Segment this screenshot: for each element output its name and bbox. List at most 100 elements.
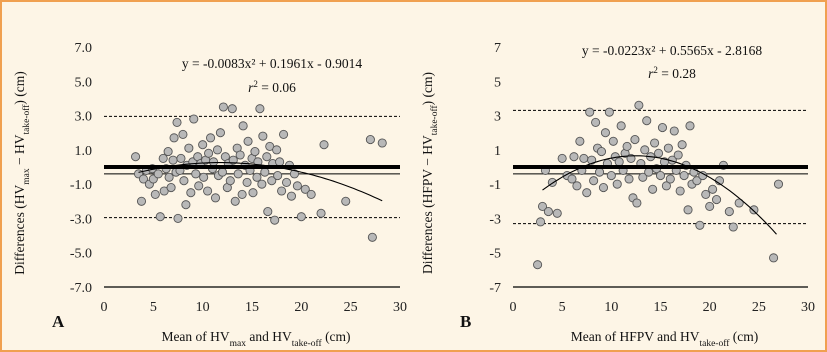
data-point bbox=[663, 143, 673, 153]
data-point bbox=[622, 141, 632, 151]
data-point bbox=[591, 117, 601, 127]
data-point bbox=[724, 207, 734, 217]
data-point bbox=[705, 201, 715, 211]
x-axis-title: Mean of HVmax and HVtake-off (cm) bbox=[161, 329, 350, 349]
fit-equation: y = -0.0223x² + 0.5565x - 2.8168 bbox=[582, 43, 762, 58]
data-point bbox=[153, 169, 163, 179]
data-point bbox=[277, 186, 287, 196]
data-point bbox=[204, 148, 214, 158]
data-point bbox=[300, 184, 310, 194]
y-tick-label: 1.0 bbox=[75, 144, 93, 159]
data-point bbox=[665, 174, 675, 184]
data-point bbox=[260, 167, 270, 177]
y-tick-label: 5.0 bbox=[75, 75, 93, 90]
x-tick-label: 30 bbox=[801, 300, 815, 315]
chart-panel-a: 7.0 5.0 3.0 1.0 -1.0 -3.0 -5.0 -7.0 0 5 10 15 20 25 30… bbox=[12, 41, 407, 349]
data-point bbox=[773, 179, 784, 189]
data-point bbox=[194, 181, 204, 191]
data-point bbox=[533, 260, 543, 270]
data-point bbox=[692, 176, 702, 186]
data-point bbox=[367, 232, 377, 242]
data-point bbox=[642, 116, 652, 126]
data-point bbox=[217, 167, 227, 177]
data-point bbox=[543, 207, 553, 217]
data-point bbox=[640, 145, 650, 155]
y-tick-label: 5 bbox=[494, 75, 501, 90]
data-point bbox=[701, 189, 711, 199]
y-tick-label: -1.0 bbox=[70, 178, 92, 193]
data-point bbox=[377, 138, 387, 148]
y-tick-label: -3 bbox=[489, 212, 501, 227]
data-point bbox=[225, 176, 235, 186]
data-point bbox=[262, 152, 272, 162]
data-point bbox=[734, 198, 744, 208]
data-point bbox=[191, 169, 201, 179]
data-point bbox=[218, 102, 228, 112]
fit-curve bbox=[138, 162, 383, 202]
data-point bbox=[612, 179, 622, 189]
y-tick-label: -5 bbox=[489, 247, 501, 262]
data-point bbox=[669, 126, 679, 136]
r-squared-label: r2 = 0.28 bbox=[648, 65, 696, 81]
data-point bbox=[638, 172, 648, 182]
y-tick-label: -7.0 bbox=[70, 281, 92, 296]
y-tick-label: -5.0 bbox=[70, 247, 92, 262]
data-point bbox=[535, 217, 546, 227]
data-point bbox=[131, 152, 141, 162]
data-point bbox=[255, 104, 265, 114]
data-point bbox=[206, 133, 216, 143]
data-point bbox=[215, 128, 225, 138]
data-point bbox=[596, 147, 607, 157]
data-point bbox=[289, 169, 299, 179]
x-tick-label: 15 bbox=[654, 300, 668, 315]
data-point bbox=[238, 121, 248, 131]
data-point bbox=[166, 183, 176, 193]
data-point bbox=[575, 136, 585, 146]
x-tick-label: 10 bbox=[604, 300, 618, 315]
data-point bbox=[136, 196, 147, 206]
data-point bbox=[242, 177, 252, 187]
data-point bbox=[557, 153, 567, 163]
data-point bbox=[749, 205, 759, 215]
data-point bbox=[173, 213, 183, 223]
data-point bbox=[228, 155, 238, 165]
y-tick-label: 1 bbox=[494, 144, 501, 159]
data-point bbox=[365, 135, 375, 145]
data-point bbox=[292, 181, 302, 191]
data-point bbox=[250, 147, 260, 157]
data-point bbox=[683, 205, 693, 215]
data-point bbox=[650, 138, 660, 148]
data-point bbox=[168, 155, 178, 165]
r-squared-label: r2 = 0.06 bbox=[248, 79, 296, 95]
data-point bbox=[614, 157, 624, 167]
x-tick-label: 25 bbox=[344, 300, 358, 315]
data-point bbox=[155, 212, 165, 222]
data-point bbox=[189, 114, 199, 124]
data-point bbox=[567, 174, 577, 184]
data-point bbox=[624, 174, 634, 184]
data-point bbox=[281, 177, 292, 187]
data-point bbox=[279, 129, 289, 139]
y-axis-title: Differences (HVmax − HVtake-off) (cm) bbox=[12, 71, 32, 275]
data-point bbox=[178, 129, 188, 139]
data-point bbox=[579, 153, 589, 163]
fit-curve bbox=[542, 155, 777, 235]
data-point bbox=[163, 147, 173, 157]
chart-panel-b: 7 5 3 1 -1 -3 -5 -7 0 5 10 15 20 25 30 y = -0.0223x² + … bbox=[420, 41, 815, 349]
data-point bbox=[608, 136, 618, 146]
panel-label: B bbox=[460, 312, 471, 331]
y-tick-label: 3 bbox=[494, 110, 501, 125]
data-point bbox=[600, 128, 610, 138]
data-point bbox=[708, 184, 718, 194]
y-tick-label: 7 bbox=[494, 41, 501, 56]
data-point bbox=[634, 100, 644, 110]
data-point bbox=[138, 174, 149, 184]
data-point bbox=[695, 220, 705, 230]
data-point bbox=[306, 189, 316, 199]
data-point bbox=[712, 195, 722, 205]
data-point bbox=[537, 201, 548, 211]
x-tick-label: 5 bbox=[150, 300, 157, 315]
data-point bbox=[632, 198, 642, 208]
data-point bbox=[208, 157, 219, 167]
